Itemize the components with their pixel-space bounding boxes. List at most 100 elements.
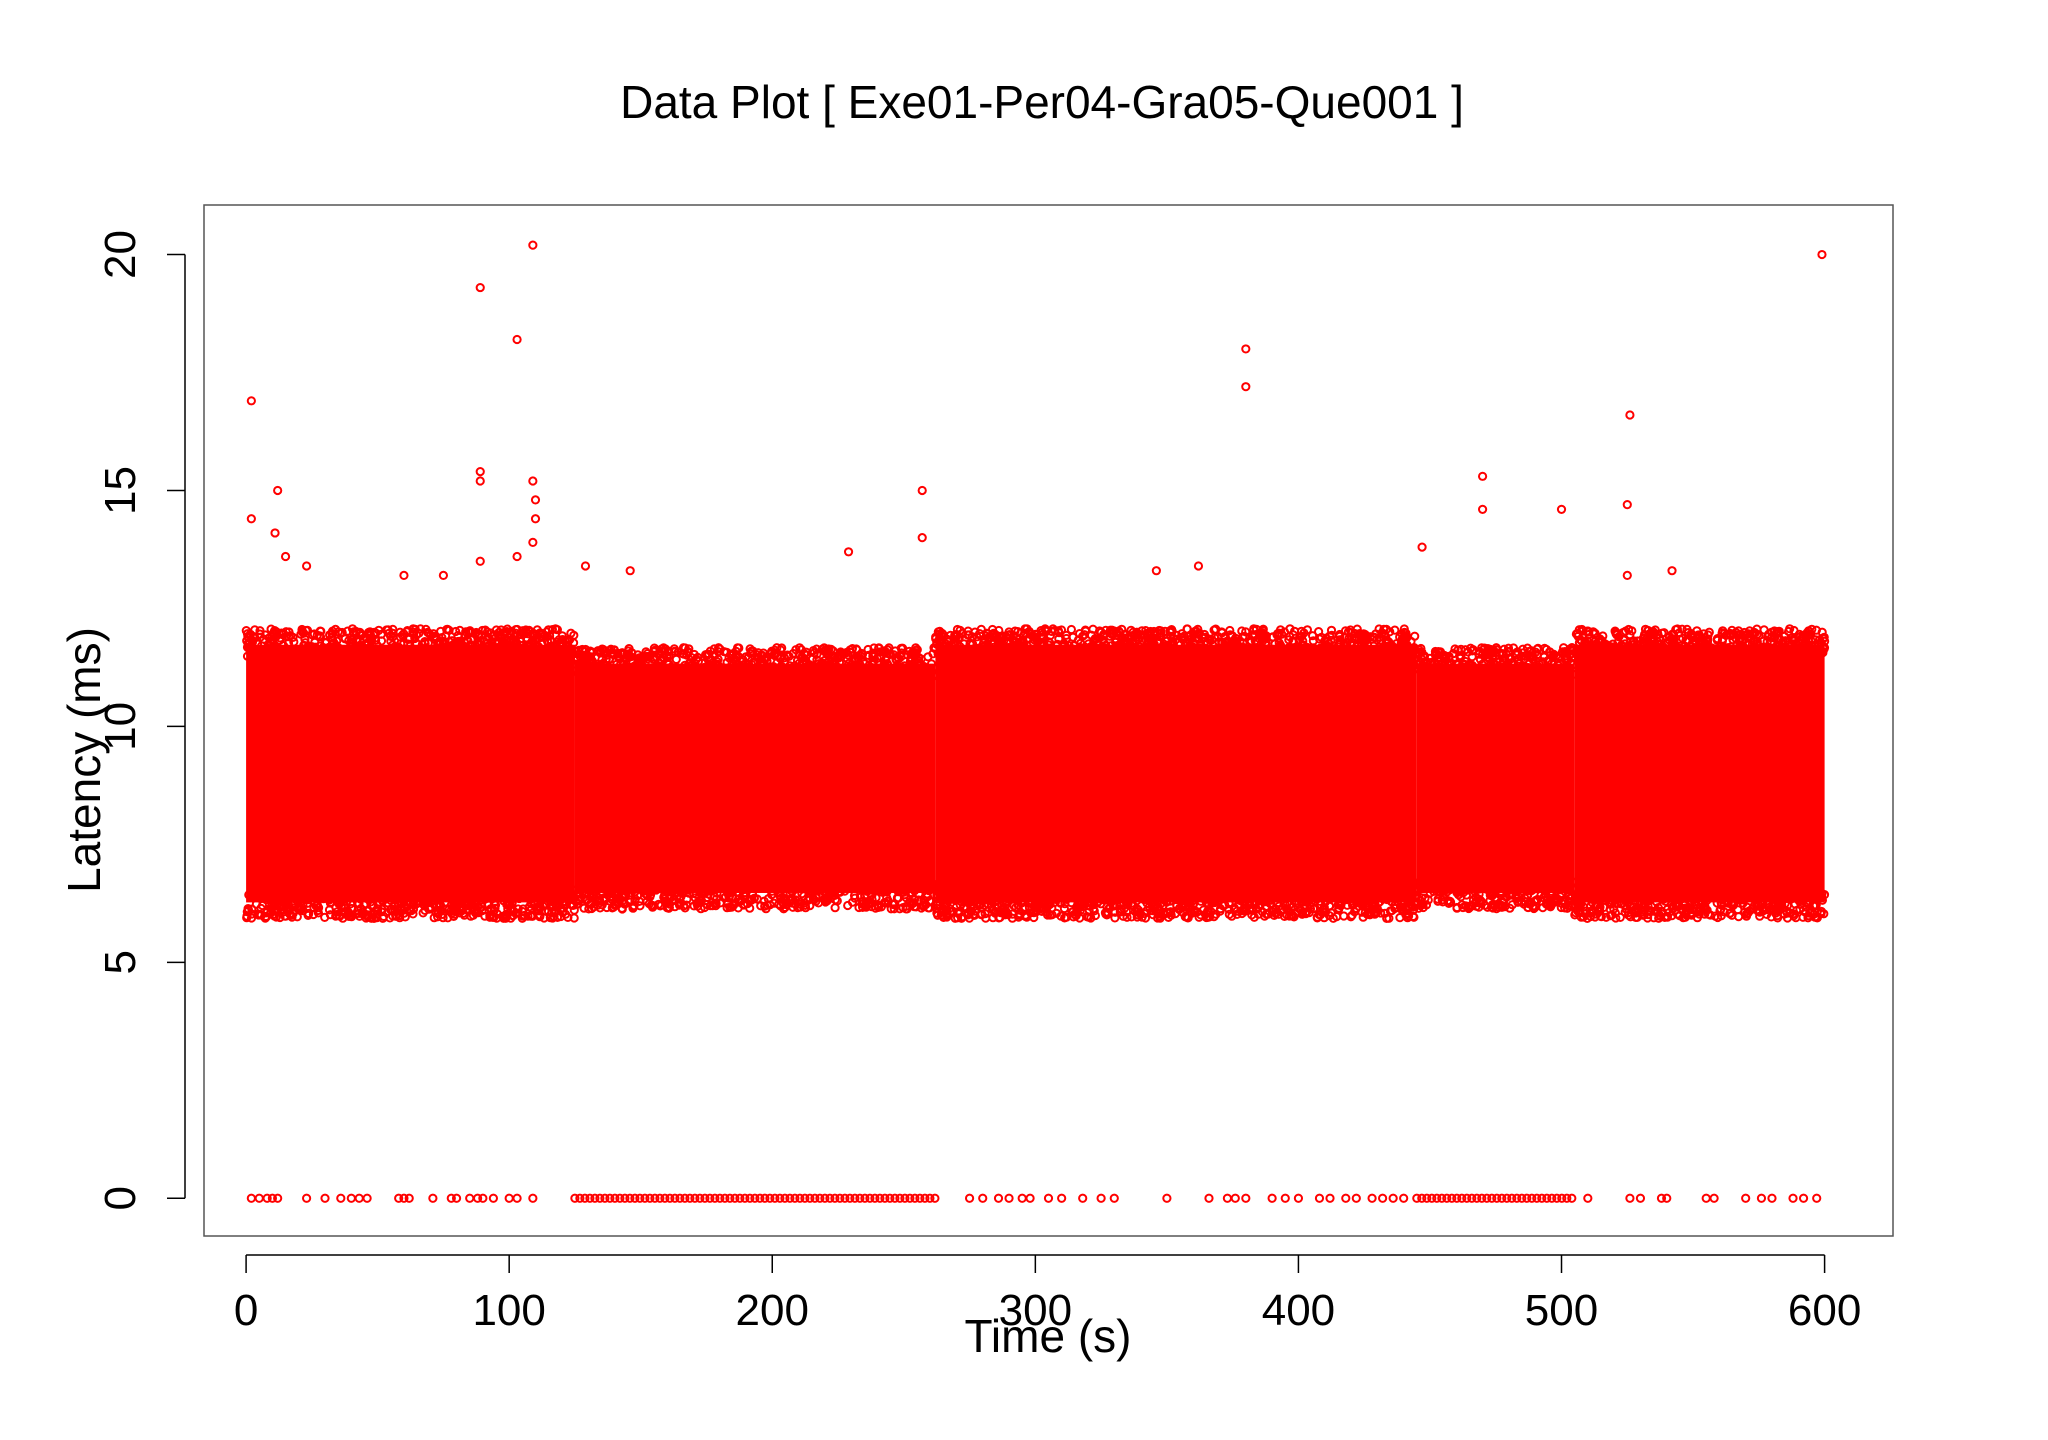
dense-band-4: [1412, 643, 1579, 914]
band-edge-point: [693, 897, 703, 907]
band-edge-point: [551, 641, 561, 651]
band-edge-point: [260, 630, 270, 640]
band-edge-point: [779, 893, 789, 904]
band-edge-point: [599, 895, 609, 905]
band-edge-point: [754, 671, 764, 681]
band-edge-point: [464, 888, 474, 898]
band-edge-point: [420, 638, 430, 649]
band-edge-point: [795, 899, 805, 910]
band-edge-point: [626, 648, 637, 658]
band-edge-point: [429, 632, 439, 642]
band-edge-point: [909, 898, 919, 908]
band-edge-point: [857, 899, 867, 909]
band-edge-point: [720, 877, 731, 887]
band-edge-point: [399, 886, 409, 897]
band-edge-point: [702, 876, 712, 886]
band-edge-point: [303, 910, 313, 921]
band-edge-point: [905, 670, 915, 680]
band-edge-point: [891, 654, 901, 664]
band-edge-point: [702, 899, 712, 910]
band-edge-point: [648, 902, 658, 912]
band-edge-point: [762, 900, 772, 910]
band-edge-point: [433, 643, 443, 653]
band-edge-point: [710, 670, 720, 680]
chart-title: Data Plot [ Exe01-Per04-Gra05-Que001 ]: [620, 76, 1464, 128]
band-edge-point: [925, 877, 935, 887]
band-edge-point: [787, 876, 797, 886]
band-edge-point: [467, 903, 477, 913]
band-edge-point: [402, 626, 412, 636]
band-edge-point: [627, 885, 638, 895]
band-core: [1416, 663, 1575, 893]
band-edge-point: [324, 894, 334, 904]
band-edge-point: [548, 913, 558, 923]
band-edge-point: [453, 636, 463, 647]
band-edge-point: [700, 887, 711, 898]
band-edge-point: [802, 880, 812, 890]
band-edge-point: [432, 886, 442, 896]
band-edge-point: [283, 638, 294, 648]
band-edge-point: [812, 644, 822, 654]
band-edge-point: [444, 625, 454, 636]
band-edge-point: [840, 878, 851, 888]
band-edge-point: [720, 664, 730, 674]
band-edge-point: [731, 894, 741, 904]
band-edge-point: [489, 906, 499, 916]
band-edge-point: [569, 630, 579, 640]
band-edge-point: [793, 882, 803, 892]
band-edge-point: [1122, 912, 1132, 922]
band-edge-point: [791, 645, 801, 655]
band-edge-point: [249, 889, 259, 900]
band-edge-point: [335, 898, 345, 908]
band-edge-point: [452, 641, 462, 652]
band-edge-point: [505, 628, 515, 639]
band-edge-point: [563, 912, 573, 923]
band-edge-point: [310, 648, 320, 658]
band-edge-point: [902, 877, 913, 887]
band-edge-point: [526, 638, 536, 648]
band-edge-point: [260, 887, 270, 897]
band-edge-point: [453, 646, 463, 656]
band-edge-point: [300, 650, 310, 660]
band-edge-point: [325, 910, 335, 920]
band-edge-point: [355, 888, 365, 898]
band-edge-point: [489, 643, 499, 653]
band-edge-point: [573, 899, 583, 909]
band-edge-point: [395, 632, 405, 642]
band-edge-point: [802, 663, 812, 673]
band-edge-point: [664, 651, 674, 661]
band-edge-point: [674, 900, 685, 910]
band-edge-point: [252, 639, 263, 649]
band-edge-point: [686, 653, 697, 663]
band-edge-point: [409, 896, 419, 906]
band-edge-point: [788, 902, 798, 912]
band-edge-point: [620, 668, 630, 679]
band-edge-point: [845, 661, 855, 672]
band-edge-point: [732, 663, 743, 673]
band-edge-point: [504, 650, 514, 660]
band-edge-point: [871, 883, 881, 893]
band-edge-point: [828, 646, 838, 656]
band-edge-point: [843, 900, 853, 911]
band-edge-point: [868, 648, 878, 658]
band-edge-point: [492, 913, 502, 923]
band-edge-point: [498, 638, 508, 648]
band-edge-point: [800, 900, 810, 911]
band-edge-point: [524, 625, 534, 636]
band-core: [935, 644, 1417, 903]
band-edge-point: [850, 660, 860, 670]
band-edge-point: [545, 631, 555, 641]
band-edge-point: [876, 902, 886, 912]
band-edge-point: [309, 629, 319, 639]
band-edge-point: [563, 635, 573, 645]
band-edge-point: [300, 634, 310, 644]
band-edge-point: [271, 912, 281, 922]
band-edge-point: [331, 650, 342, 660]
band-edge-point: [623, 878, 633, 888]
band-edge-point: [502, 888, 512, 898]
band-edge-point: [366, 913, 376, 923]
band-edge-point: [559, 886, 570, 896]
band-edge-point: [768, 664, 779, 674]
band-edge-point: [857, 884, 867, 894]
